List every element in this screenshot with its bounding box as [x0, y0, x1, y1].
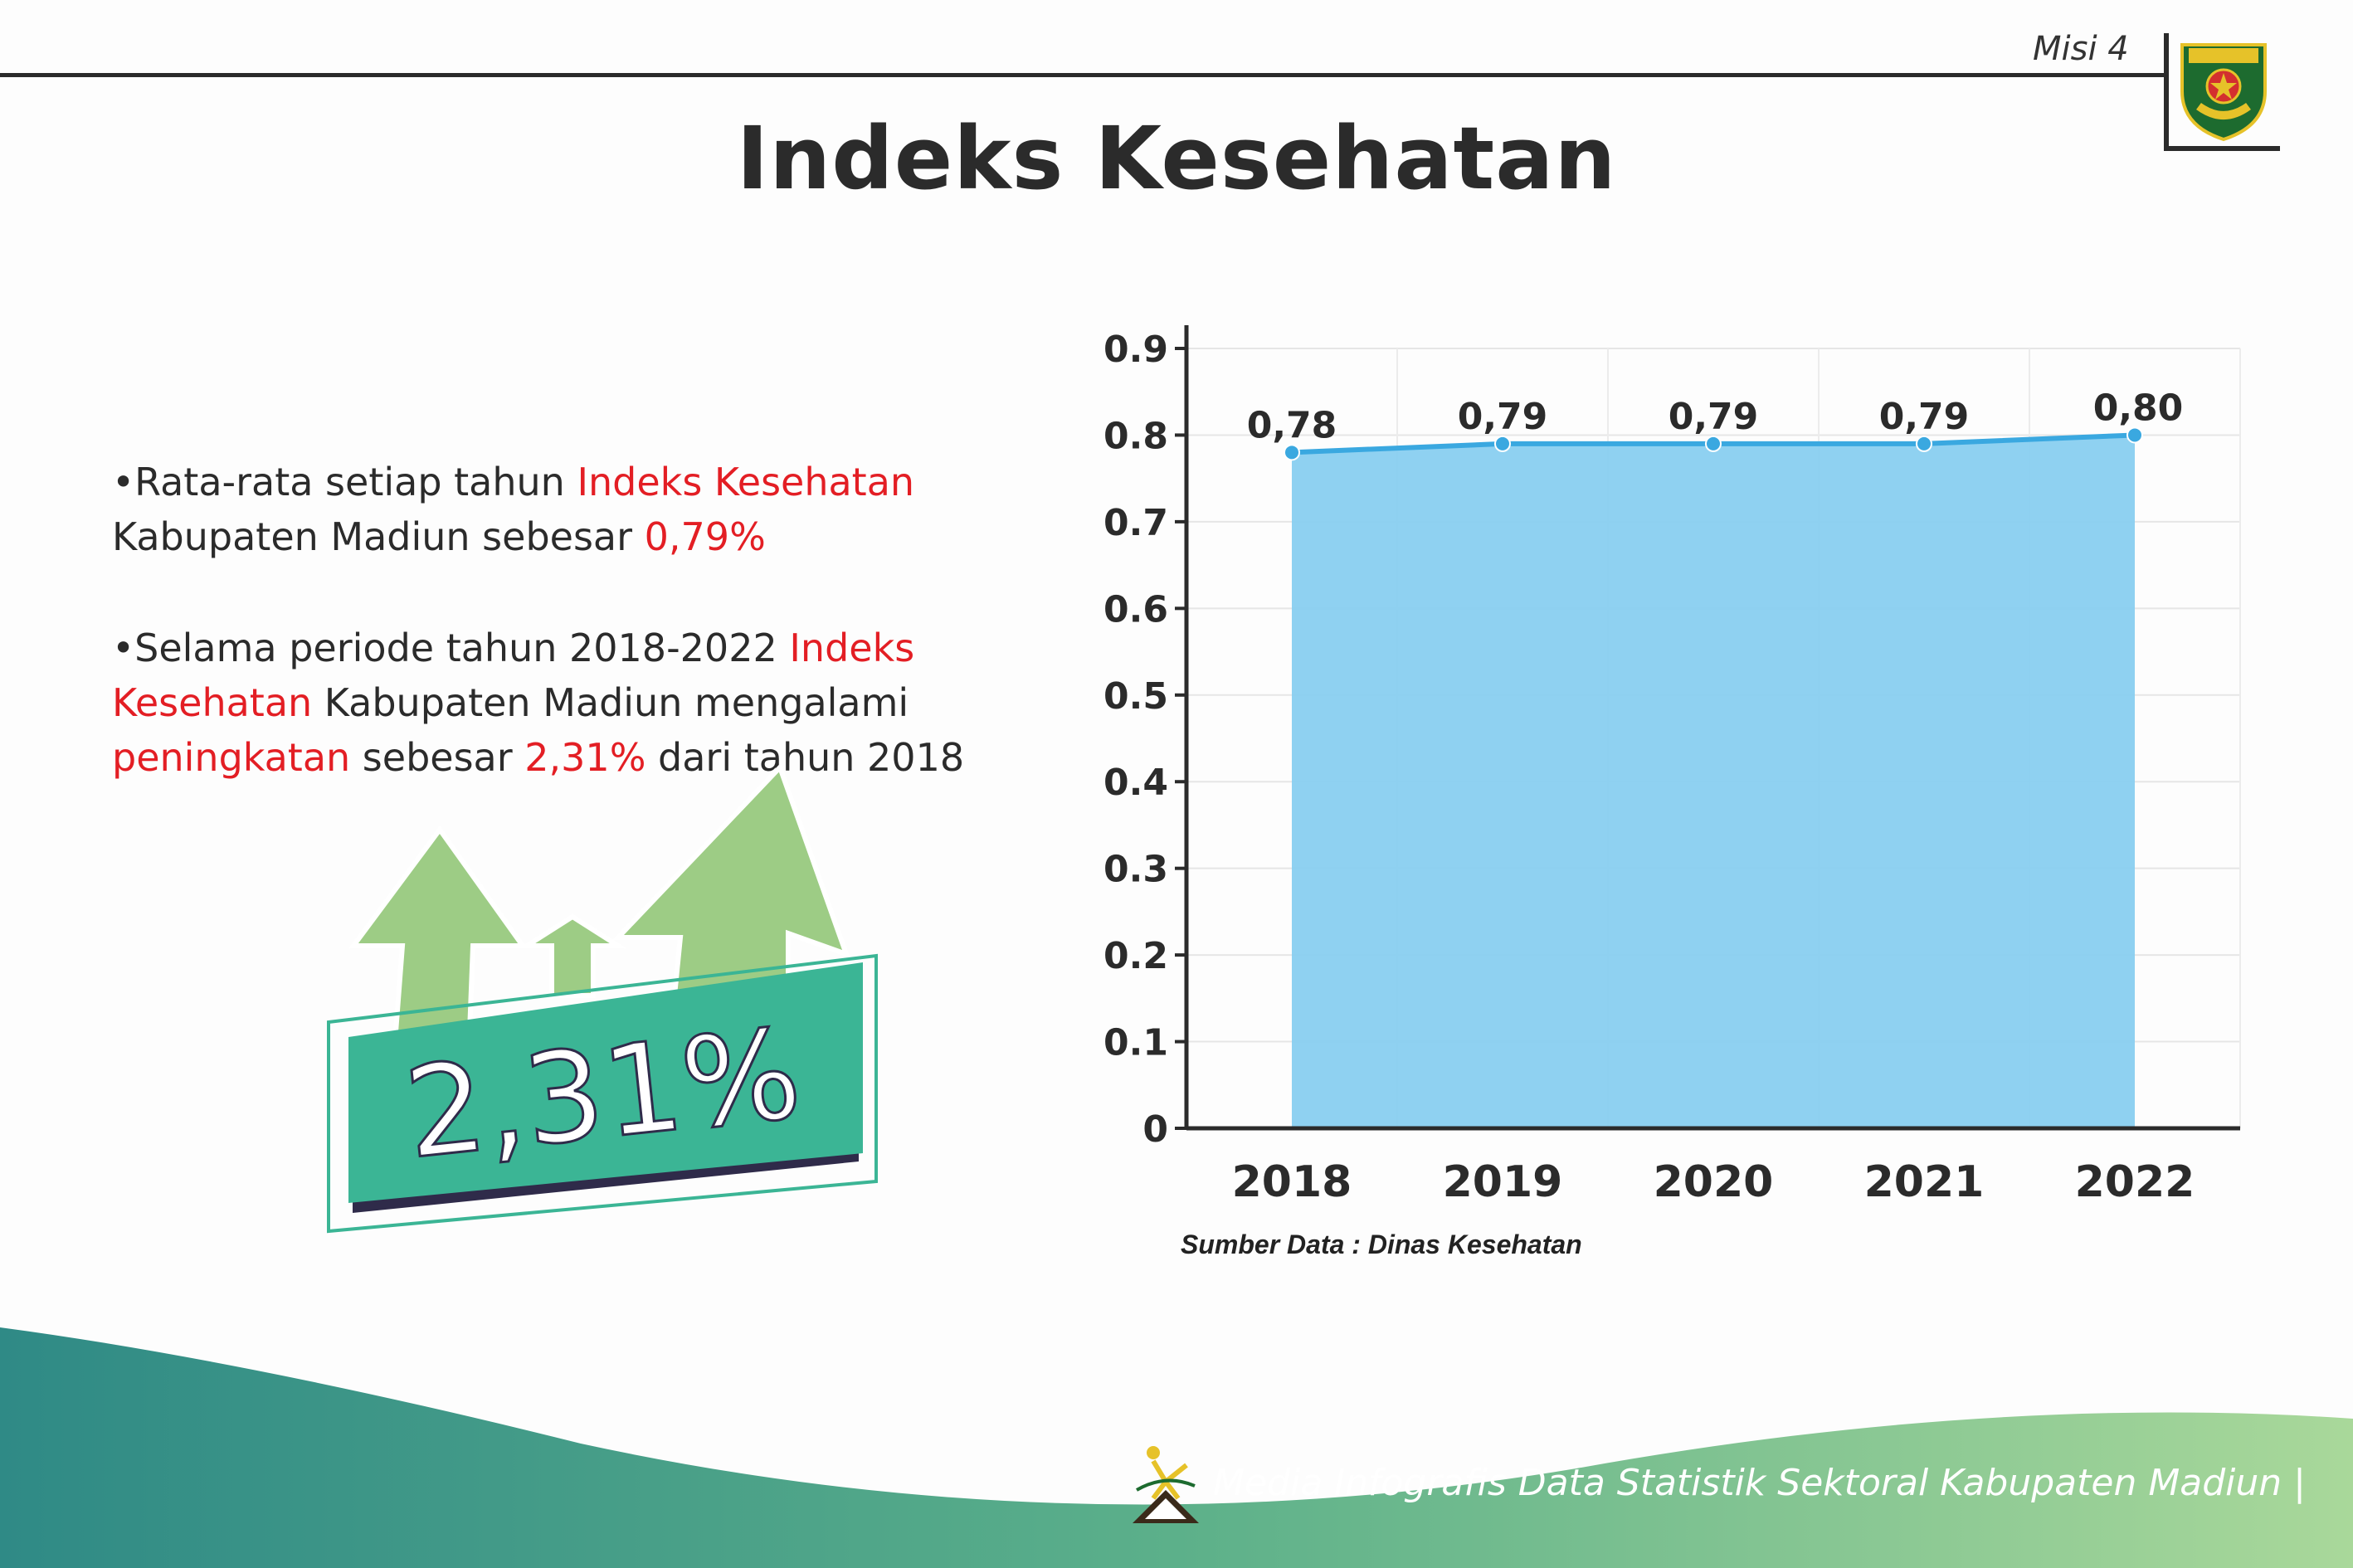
data-point	[1916, 435, 1932, 452]
footer-wave	[0, 1327, 2353, 1568]
y-tick-label: 0.6	[1103, 588, 1168, 631]
bullet-average: •Rata-rata setiap tahun Indeks Kesehatan…	[112, 460, 915, 559]
y-tick-label: 0.7	[1103, 502, 1168, 544]
header-rule	[0, 73, 2165, 77]
y-tick-label: 0.3	[1103, 849, 1168, 891]
x-tick-label: 2019	[1443, 1157, 1563, 1207]
y-tick-label: 0	[1142, 1108, 1168, 1151]
page-title: Indeks Kesehatan	[736, 108, 1617, 209]
x-tick-label: 2022	[2075, 1157, 2195, 1207]
data-point	[2126, 426, 2143, 444]
data-point	[1705, 435, 1722, 452]
y-tick-label: 0.4	[1103, 762, 1168, 804]
data-point	[1284, 444, 1300, 461]
bullet-growth: •Selama periode tahun 2018-2022 Indeks K…	[112, 626, 965, 780]
corner-bracket-horizontal	[2164, 146, 2280, 151]
x-tick-label: 2020	[1654, 1157, 1774, 1207]
y-tick-label: 0.8	[1103, 415, 1168, 457]
y-tick-label: 0.1	[1103, 1022, 1168, 1064]
madiun-runner-logo-icon	[1133, 1446, 1199, 1523]
y-tick-label: 0.9	[1103, 329, 1168, 371]
growth-badge: 2,31%	[327, 762, 878, 1234]
x-tick-label: 2018	[1232, 1157, 1352, 1207]
y-tick-label: 0.5	[1103, 675, 1168, 718]
data-source: Sumber Data : Dinas Kesehatan	[1181, 1230, 1582, 1259]
data-label: 0,79	[1458, 396, 1548, 438]
x-tick-label: 2021	[1864, 1157, 1985, 1207]
data-label: 0,79	[1879, 396, 1970, 438]
y-tick-label: 0.2	[1103, 935, 1168, 977]
kabupaten-madiun-emblem-icon	[2180, 43, 2267, 142]
corner-bracket-vertical	[2164, 33, 2169, 149]
footer-caption: Media Infografis Data Statistik Sektoral…	[1213, 1462, 2306, 1504]
misi-label: Misi 4	[2033, 30, 2129, 68]
area-fill	[1292, 435, 2135, 1128]
data-label: 0,80	[2093, 387, 2184, 429]
health-index-area-chart: 0 0.1 0.2 0.3 0.4 0.5 0.6 0.7 0.8 0.9 2018 2019 2020…	[1103, 325, 2241, 1207]
data-point	[1494, 435, 1511, 452]
data-label: 0,79	[1669, 396, 1759, 438]
data-label: 0,78	[1247, 404, 1337, 446]
summary-bullets: •Rata-rata setiap tahun Indeks Kesehatan…	[112, 455, 1066, 841]
